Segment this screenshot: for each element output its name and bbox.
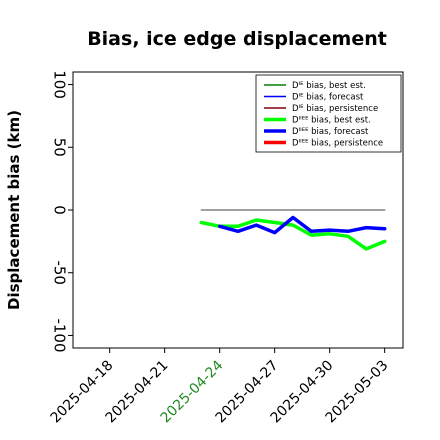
series-line-3 xyxy=(199,218,387,251)
plot-frame xyxy=(72,71,404,349)
legend-label: Dᴵᴵᴱᴱ bias, forecast xyxy=(292,127,369,137)
y-tick-label: -100 xyxy=(51,318,69,352)
chart-title: Bias, ice edge displacement xyxy=(87,28,387,50)
y-axis-label: Displacement bias (km) xyxy=(5,110,23,310)
legend-label: Dᴵᴱ bias, best est. xyxy=(292,81,366,91)
y-tick-label: 0 xyxy=(51,205,69,215)
y-tick-label: 100 xyxy=(51,70,69,99)
legend-label: Dᴵᴵᴱᴱ bias, best est. xyxy=(292,116,371,126)
legend-label: Dᴵᴵᴱᴱ bias, persistence xyxy=(292,139,383,149)
legend-box xyxy=(255,74,402,153)
legend-label: Dᴵᴱ bias, persistence xyxy=(292,104,378,114)
y-tick-label: -50 xyxy=(51,260,69,285)
series-line-4 xyxy=(217,215,387,235)
legend: Dᴵᴱ bias, best est. Dᴵᴱ bias, forecastDᴵᴱ… xyxy=(255,74,402,153)
y-tick-label: 50 xyxy=(51,138,69,157)
legend-label: Dᴵᴱ bias, forecast xyxy=(292,93,364,103)
